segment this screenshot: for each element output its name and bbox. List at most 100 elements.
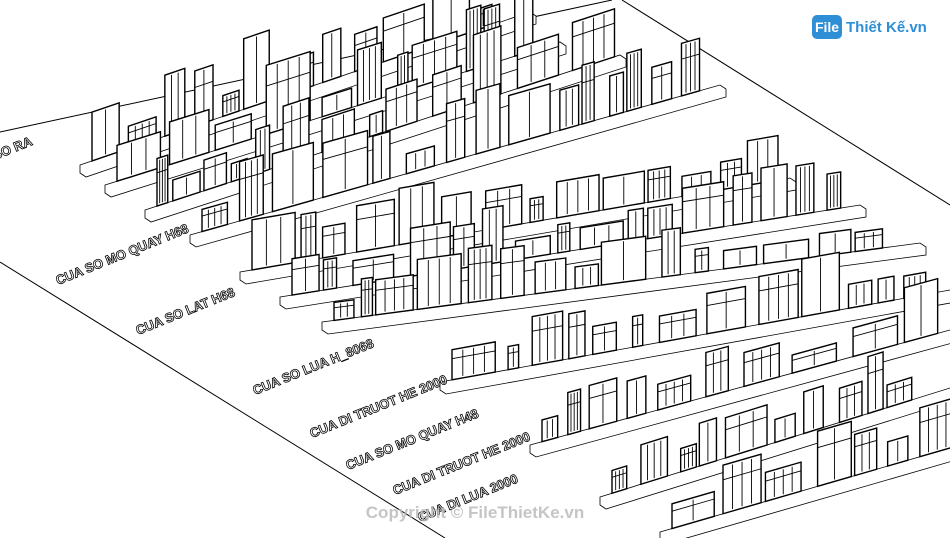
transom bbox=[733, 187, 753, 192]
strip-row bbox=[321, 226, 927, 335]
transom bbox=[706, 298, 746, 306]
window bbox=[529, 195, 544, 224]
window bbox=[385, 78, 418, 133]
transom bbox=[282, 115, 310, 125]
transom bbox=[758, 283, 799, 292]
logo: File Thiết Kế.vn bbox=[812, 15, 927, 39]
transom bbox=[886, 383, 912, 393]
strip bbox=[439, 289, 950, 395]
window bbox=[574, 263, 600, 290]
window bbox=[541, 414, 559, 443]
window bbox=[116, 130, 162, 183]
transom bbox=[375, 284, 414, 291]
window bbox=[853, 427, 878, 477]
transom bbox=[201, 208, 228, 217]
window bbox=[516, 33, 560, 90]
transom bbox=[485, 196, 522, 204]
transom bbox=[671, 498, 715, 512]
strip bbox=[599, 387, 950, 510]
transom bbox=[647, 175, 671, 181]
transom bbox=[919, 413, 950, 423]
transom bbox=[322, 146, 368, 160]
window bbox=[534, 257, 567, 295]
window bbox=[919, 398, 950, 458]
transom bbox=[720, 166, 742, 171]
transom bbox=[657, 382, 691, 393]
strip-row bbox=[529, 277, 950, 458]
strip bbox=[529, 329, 950, 458]
transom bbox=[572, 22, 615, 38]
transom bbox=[611, 472, 627, 478]
transom bbox=[266, 71, 311, 87]
transom bbox=[651, 72, 672, 79]
transom bbox=[817, 437, 852, 449]
transom bbox=[632, 323, 643, 327]
strip-row bbox=[599, 350, 950, 510]
plate-edge bbox=[621, 0, 950, 206]
transom bbox=[589, 390, 617, 399]
transom bbox=[291, 264, 320, 271]
window bbox=[838, 380, 863, 424]
window bbox=[661, 226, 682, 278]
transom bbox=[517, 46, 559, 61]
transom bbox=[725, 416, 768, 431]
strip bbox=[189, 84, 727, 248]
window bbox=[559, 83, 580, 132]
strips bbox=[79, 0, 950, 538]
window bbox=[847, 279, 873, 310]
transom bbox=[695, 254, 709, 257]
transom bbox=[484, 20, 500, 27]
logo-badge bbox=[812, 15, 842, 39]
transom bbox=[300, 225, 316, 230]
window bbox=[300, 211, 317, 263]
transom bbox=[867, 368, 884, 375]
window bbox=[168, 108, 210, 166]
transom bbox=[128, 123, 157, 134]
transom bbox=[383, 16, 425, 32]
window bbox=[705, 345, 730, 398]
transom bbox=[203, 161, 227, 170]
window bbox=[886, 376, 913, 409]
transom bbox=[500, 260, 525, 265]
transom bbox=[682, 194, 724, 203]
window bbox=[360, 276, 374, 318]
watermark: Copyright © FileThietKe.vn bbox=[366, 503, 584, 522]
window bbox=[333, 298, 355, 322]
transom bbox=[592, 330, 617, 336]
plate-edge bbox=[0, 261, 446, 538]
transom bbox=[323, 266, 337, 270]
transom bbox=[432, 77, 462, 88]
transom bbox=[529, 203, 544, 207]
transom bbox=[156, 168, 168, 174]
transom bbox=[568, 323, 586, 328]
transom bbox=[322, 232, 346, 237]
transom bbox=[354, 37, 378, 46]
transom bbox=[557, 230, 570, 234]
transom bbox=[222, 95, 240, 103]
strip-row bbox=[439, 251, 950, 395]
transom bbox=[446, 115, 465, 122]
transom bbox=[215, 120, 252, 134]
transom bbox=[839, 391, 863, 399]
transom bbox=[333, 304, 354, 309]
transom bbox=[410, 235, 451, 244]
window bbox=[581, 60, 595, 125]
transom bbox=[532, 325, 563, 332]
transom bbox=[451, 350, 496, 360]
window bbox=[658, 308, 697, 344]
transom bbox=[705, 359, 729, 367]
transom bbox=[194, 80, 214, 88]
window bbox=[557, 221, 571, 254]
transom bbox=[361, 288, 373, 291]
transom bbox=[567, 401, 581, 406]
transom bbox=[581, 79, 595, 84]
strip bbox=[659, 447, 950, 538]
transom bbox=[508, 351, 519, 354]
window bbox=[405, 144, 436, 175]
transom bbox=[356, 212, 395, 221]
transom bbox=[412, 43, 458, 59]
transom bbox=[468, 261, 492, 266]
transom bbox=[681, 53, 700, 60]
transom bbox=[453, 235, 475, 241]
transom bbox=[352, 261, 394, 269]
